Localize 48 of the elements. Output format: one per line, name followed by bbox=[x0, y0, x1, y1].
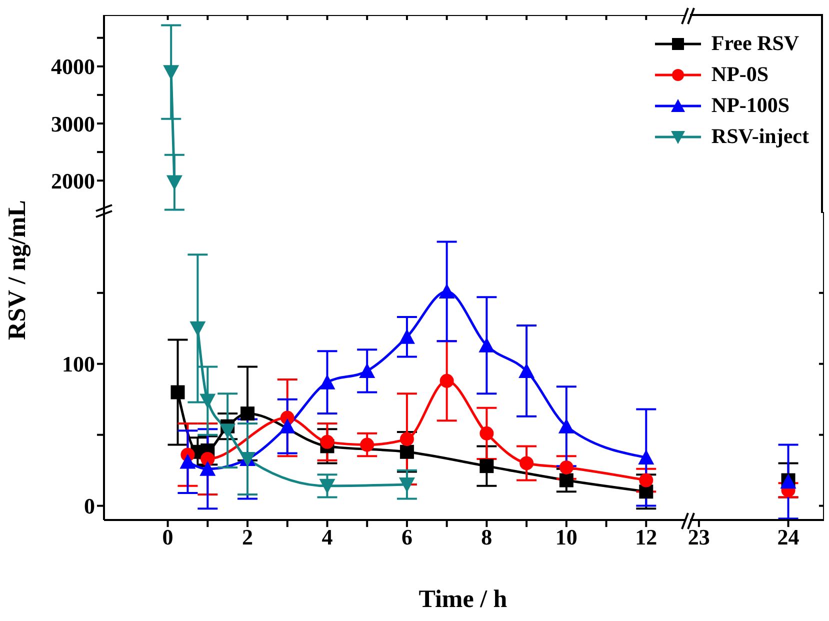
x-tick-label: 12 bbox=[635, 524, 658, 550]
point bbox=[559, 473, 574, 488]
x-tick-label: 10 bbox=[555, 524, 578, 550]
legend-label: Free RSV bbox=[711, 31, 800, 56]
point bbox=[398, 328, 415, 344]
point bbox=[200, 452, 215, 466]
x-tick-label: 6 bbox=[401, 524, 412, 550]
point bbox=[319, 374, 336, 390]
point bbox=[559, 460, 574, 474]
point bbox=[400, 432, 414, 446]
x-tick-label: 24 bbox=[777, 524, 800, 550]
point bbox=[170, 385, 185, 400]
y-tick-label: 4000 bbox=[51, 54, 95, 80]
point bbox=[518, 362, 535, 378]
point bbox=[190, 321, 206, 336]
point bbox=[480, 459, 494, 474]
y-tick-label: 0 bbox=[84, 494, 95, 519]
x-tick-label: 23 bbox=[688, 524, 710, 550]
x-tick-label: 4 bbox=[322, 524, 333, 550]
x-tick-label: 2 bbox=[242, 524, 254, 550]
y-axis-title: RSV / ng/mL bbox=[4, 199, 32, 342]
point bbox=[480, 426, 494, 440]
point bbox=[639, 473, 654, 488]
point bbox=[319, 478, 336, 494]
legend-label: NP-0S bbox=[711, 62, 769, 87]
point bbox=[440, 374, 454, 388]
point bbox=[398, 478, 415, 493]
point bbox=[558, 418, 574, 434]
point bbox=[438, 283, 455, 298]
point bbox=[520, 456, 534, 470]
x-axis-title: Time / h bbox=[418, 586, 508, 614]
y-tick-label: 2000 bbox=[51, 168, 95, 194]
legend-label: RSV-inject bbox=[711, 124, 809, 149]
point bbox=[279, 418, 296, 434]
point bbox=[180, 454, 196, 469]
point bbox=[360, 438, 374, 452]
point bbox=[400, 444, 414, 459]
y-tick-label: 100 bbox=[62, 352, 95, 377]
point bbox=[478, 337, 495, 352]
point bbox=[240, 406, 255, 421]
y-tick-label: 3000 bbox=[51, 111, 95, 136]
x-tick-label: 8 bbox=[481, 524, 492, 550]
point bbox=[359, 362, 376, 378]
point bbox=[200, 394, 216, 409]
point bbox=[320, 434, 334, 449]
x-tick-label: 0 bbox=[162, 524, 174, 550]
point bbox=[638, 450, 654, 465]
legend-label: NP-100S bbox=[711, 93, 790, 118]
